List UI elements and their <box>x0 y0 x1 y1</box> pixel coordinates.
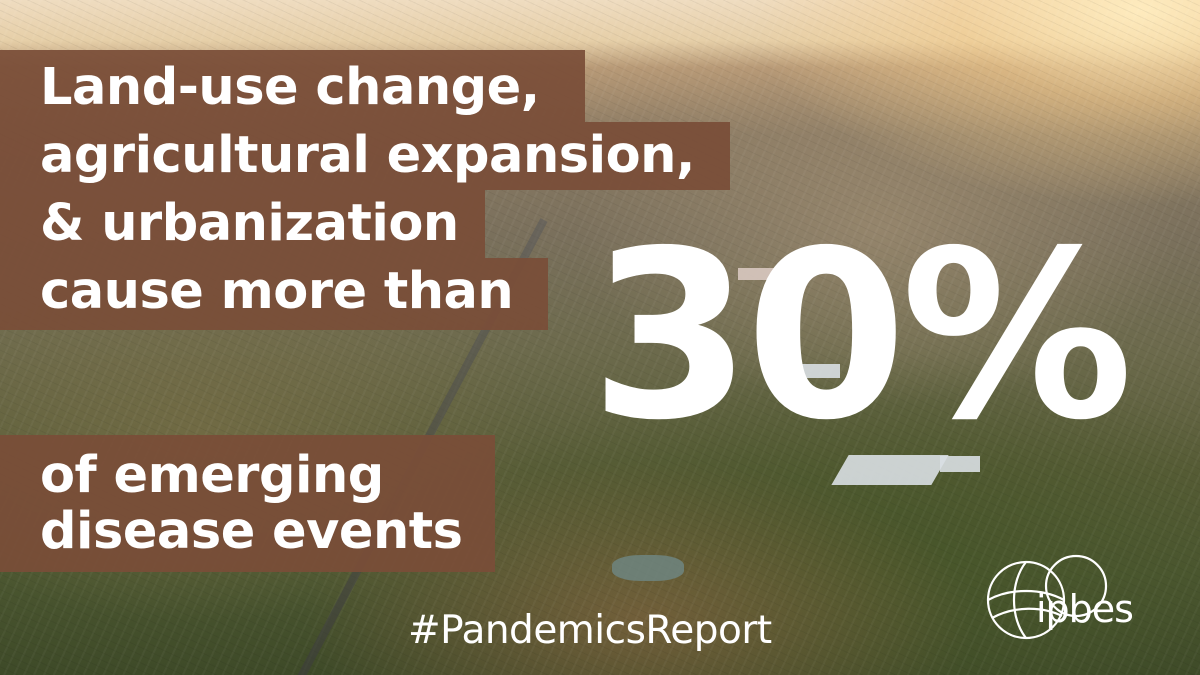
pond <box>612 555 684 581</box>
headline-line-4: cause more than <box>40 262 514 321</box>
headline-line-5: of emerging <box>40 446 384 505</box>
headline-line-3: & urbanization <box>40 194 459 253</box>
headline-line-6: disease events <box>40 502 463 561</box>
headline-line-1: Land-use change, <box>40 58 540 117</box>
building-roof <box>738 268 782 280</box>
building-roof <box>800 364 840 378</box>
big-statistic: 30% <box>590 201 1133 471</box>
headline-box-2 <box>0 122 730 190</box>
building-roof <box>940 456 980 472</box>
ipbes-globe-logo-icon <box>986 554 1108 640</box>
headline-box-5 <box>0 435 495 572</box>
hashtag: #PandemicsReport <box>408 608 772 653</box>
logo-text: ipbes <box>1036 587 1134 631</box>
headline-box-4 <box>0 258 548 330</box>
headline-box-3 <box>0 190 485 258</box>
headline-line-2: agricultural expansion, <box>40 126 695 185</box>
headline-box-1 <box>0 50 585 122</box>
